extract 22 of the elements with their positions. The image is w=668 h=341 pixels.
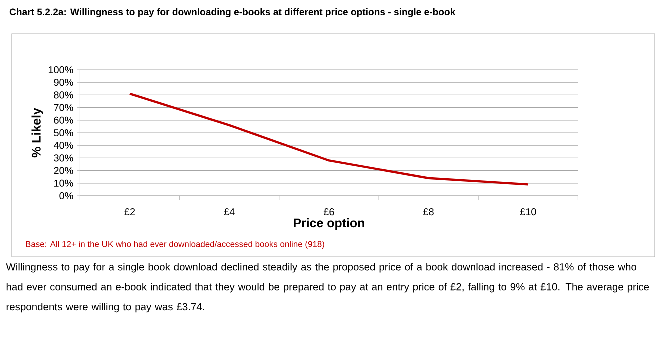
y-tick-label: 40% — [54, 142, 74, 150]
x-tick-label: £8 — [424, 208, 434, 216]
y-tick-label: 10% — [54, 180, 74, 187]
y-tick-label: 60% — [54, 116, 74, 124]
y-tick-label: 20% — [54, 167, 74, 174]
line-series — [128, 92, 530, 186]
y-tick-label: 0% — [60, 192, 74, 200]
x-tick-label: £4 — [224, 208, 235, 216]
x-tick-label: £6 — [324, 208, 334, 216]
x-axis-title: Price option — [294, 218, 364, 230]
y-tick-label: 30% — [54, 154, 74, 162]
y-tick-label: 100% — [48, 66, 74, 74]
x-tick-label: £10 — [520, 208, 536, 216]
y-tick-label: 50% — [54, 129, 74, 137]
y-tick-label: 70% — [54, 104, 74, 112]
x-tick-label: £2 — [124, 208, 136, 216]
chart-title: Chart 5.2.2a: Willingness to pay for downloading e-books at different price options - single e-book — [10, 8, 456, 18]
y-tick-label: 90% — [54, 79, 74, 86]
text: Willingness to pay for a single book download declined steadily as the proposed price of a book download increased - 81% of those who had ever consumed an e-book indicated that they would be prepared to pay at an entry price of £2, falling to 9% at £10. The average price respondents were willing to pay was £3.74. — [6, 263, 650, 313]
y-tick-label: 80% — [54, 92, 74, 99]
text: Base: All 12+ in the UK who had ever downloaded/accessed books online (918) — [26, 241, 324, 249]
y-axis-title: % Likely — [32, 108, 44, 158]
